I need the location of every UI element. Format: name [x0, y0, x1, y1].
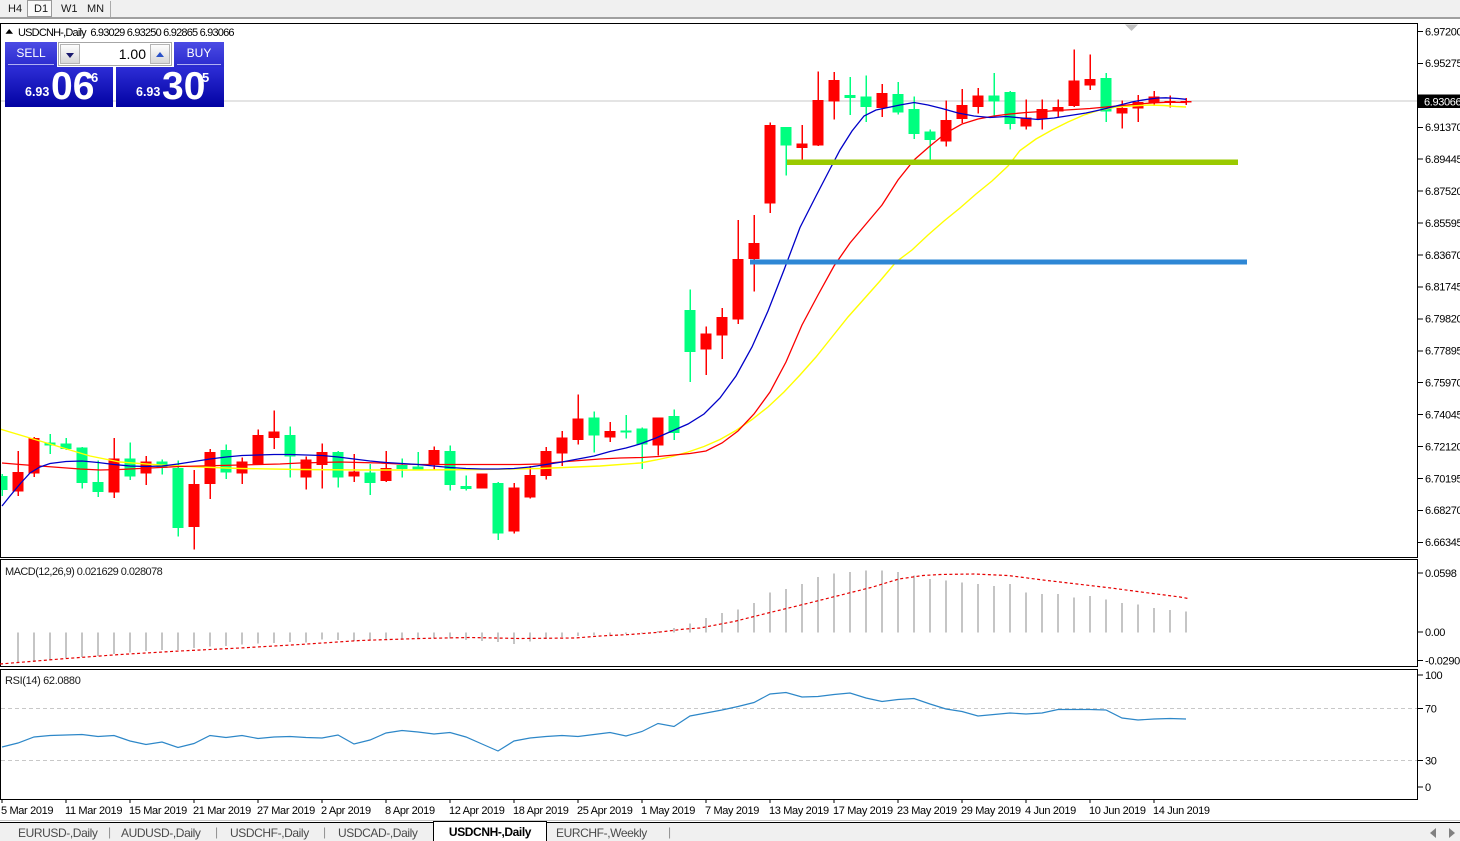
- svg-text:18 Apr 2019: 18 Apr 2019: [513, 805, 569, 817]
- svg-text:6.89445: 6.89445: [1425, 154, 1460, 166]
- svg-text:21 Mar 2019: 21 Mar 2019: [193, 805, 251, 817]
- svg-text:12 Apr 2019: 12 Apr 2019: [449, 805, 505, 817]
- svg-text:25 Apr 2019: 25 Apr 2019: [577, 805, 633, 817]
- svg-text:6.66345: 6.66345: [1425, 537, 1460, 549]
- svg-text:6.77895: 6.77895: [1425, 346, 1460, 358]
- svg-text:6.72120: 6.72120: [1425, 441, 1460, 453]
- svg-text:27 Mar 2019: 27 Mar 2019: [257, 805, 315, 817]
- svg-text:RSI(14) 62.0880: RSI(14) 62.0880: [5, 675, 81, 687]
- svg-text:6.97200: 6.97200: [1425, 26, 1460, 38]
- svg-text:11 Mar 2019: 11 Mar 2019: [65, 805, 122, 817]
- svg-text:0: 0: [1425, 782, 1431, 794]
- svg-text:6.68270: 6.68270: [1425, 505, 1460, 517]
- svg-text:0.0598: 0.0598: [1425, 568, 1457, 580]
- svg-text:6.79820: 6.79820: [1425, 314, 1460, 326]
- svg-text:-0.029045: -0.029045: [1425, 655, 1460, 667]
- svg-text:5 Mar 2019: 5 Mar 2019: [1, 805, 53, 817]
- svg-text:23 May 2019: 23 May 2019: [897, 805, 957, 817]
- svg-text:100: 100: [1425, 670, 1443, 682]
- svg-text:6.87520: 6.87520: [1425, 186, 1460, 198]
- svg-text:30: 30: [1425, 755, 1437, 767]
- svg-text:6.75970: 6.75970: [1425, 378, 1460, 390]
- svg-text:2 Apr 2019: 2 Apr 2019: [321, 805, 371, 817]
- svg-text:7 May 2019: 7 May 2019: [705, 805, 759, 817]
- svg-text:6.70195: 6.70195: [1425, 473, 1460, 485]
- svg-text:6.81745: 6.81745: [1425, 282, 1460, 294]
- svg-text:6.74045: 6.74045: [1425, 410, 1460, 422]
- svg-text:10 Jun 2019: 10 Jun 2019: [1089, 805, 1146, 817]
- svg-text:1 May 2019: 1 May 2019: [641, 805, 695, 817]
- svg-text:4 Jun 2019: 4 Jun 2019: [1025, 805, 1076, 817]
- svg-text:14 Jun 2019: 14 Jun 2019: [1153, 805, 1210, 817]
- svg-text:0.00: 0.00: [1425, 627, 1445, 639]
- svg-text:70: 70: [1425, 703, 1437, 715]
- svg-text:6.95275: 6.95275: [1425, 58, 1460, 70]
- svg-text:6.91370: 6.91370: [1425, 122, 1460, 134]
- svg-text:8 Apr 2019: 8 Apr 2019: [385, 805, 435, 817]
- svg-text:6.85595: 6.85595: [1425, 218, 1460, 230]
- svg-text:13 May 2019: 13 May 2019: [769, 805, 829, 817]
- svg-text:15 Mar 2019: 15 Mar 2019: [129, 805, 187, 817]
- svg-text:USDCNH-,Daily 6.93029 6.93250: USDCNH-,Daily 6.93029 6.93250 6.92865 6.…: [18, 27, 234, 39]
- svg-text:MACD(12,26,9) 0.021629 0.02807: MACD(12,26,9) 0.021629 0.028078: [5, 566, 163, 578]
- svg-text:6.83670: 6.83670: [1425, 250, 1460, 262]
- svg-text:17 May 2019: 17 May 2019: [833, 805, 893, 817]
- svg-text:29 May 2019: 29 May 2019: [961, 805, 1021, 817]
- svg-text:6.93066: 6.93066: [1424, 96, 1460, 108]
